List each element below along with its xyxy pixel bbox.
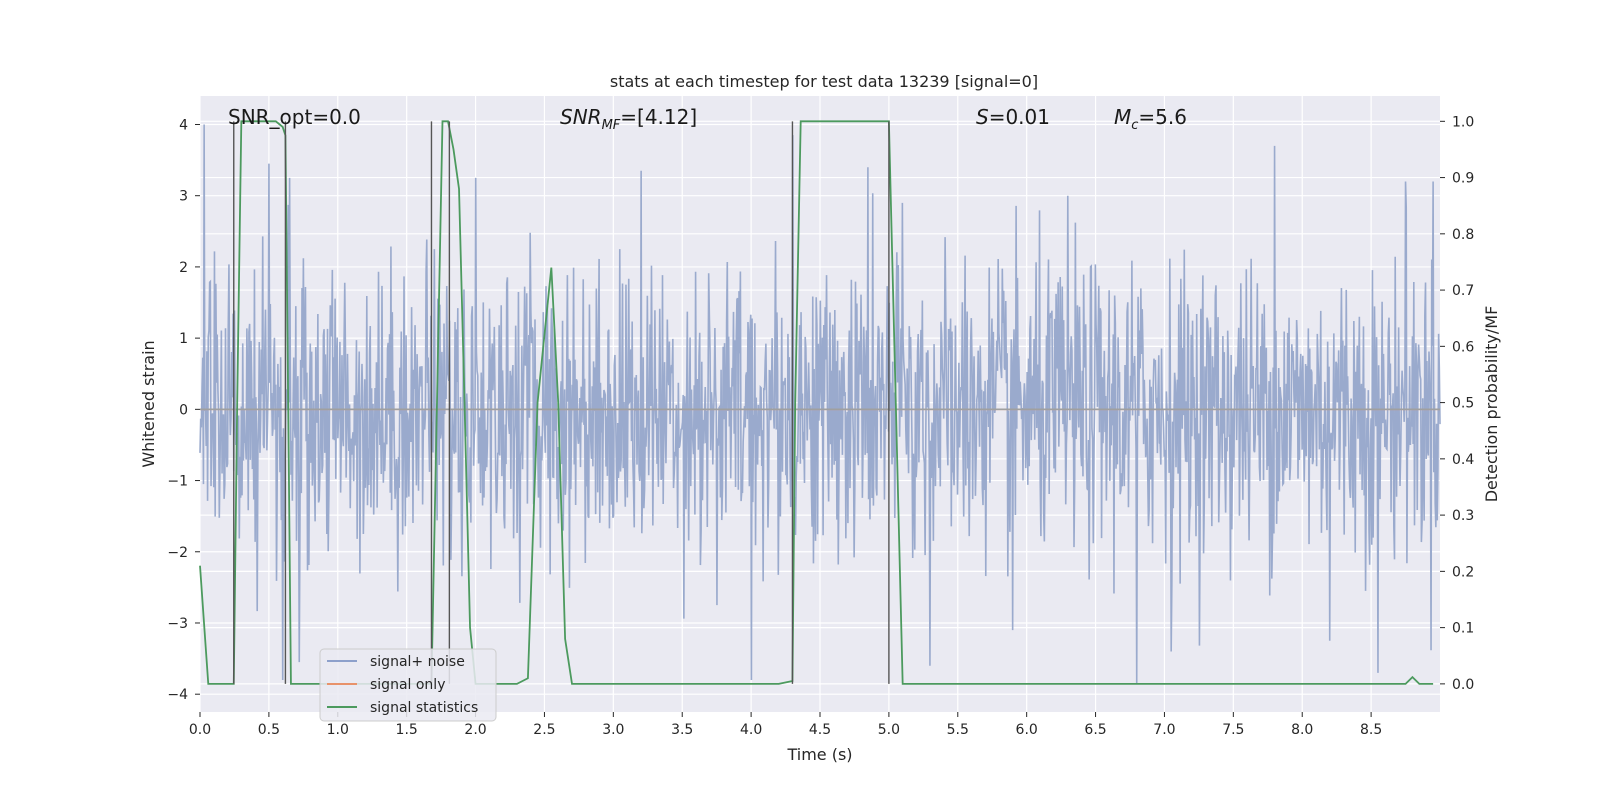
y2-tick-label: 0.3 [1452, 508, 1474, 524]
y2-axis-label: Detection probability/MF [1482, 306, 1501, 503]
y2-tick-label: 0.8 [1452, 227, 1474, 243]
y2-tick-label: 0.4 [1452, 452, 1474, 468]
x-tick-label: 1.0 [327, 722, 349, 738]
legend-label-signal-noise: signal+ noise [370, 654, 465, 670]
y-tick-label: −1 [167, 474, 188, 490]
y-tick-label: 1 [179, 331, 188, 347]
noise-series [199, 124, 1441, 684]
annotation-snr-mf: SNRMF=[4.12] [560, 105, 697, 133]
x-tick-label: 8.0 [1291, 722, 1313, 738]
y-tick-label: −4 [167, 687, 188, 703]
y2-tick-label: 0.0 [1452, 677, 1474, 693]
y2-axis-ticks: 1.0 0.9 0.8 0.7 0.6 0.5 0.4 0.3 0.2 0.1 0.0 [1440, 114, 1474, 693]
annotation-mc: Mc=5.6 [1114, 105, 1187, 133]
y2-tick-label: 0.1 [1452, 621, 1474, 637]
y2-tick-label: 0.2 [1452, 564, 1474, 580]
legend-label-signal-statistics: signal statistics [370, 700, 478, 716]
y-tick-label: 4 [179, 117, 188, 133]
legend: signal+ noise signal only signal statist… [319, 648, 497, 722]
x-tick-label: 4.5 [809, 722, 831, 738]
x-tick-label: 3.5 [671, 722, 693, 738]
signal-statistics-line [199, 120, 1434, 685]
chart-title: stats at each timestep for test data 132… [610, 72, 1038, 91]
y-axis-ticks: 4 3 2 1 0 −1 −2 −3 −4 [167, 117, 200, 703]
x-tick-label: 4.0 [740, 722, 762, 738]
vertical-markers [233, 121, 890, 684]
x-tick-label: 2.0 [464, 722, 486, 738]
y-tick-label: −2 [167, 545, 188, 561]
x-tick-label: 7.0 [1153, 722, 1175, 738]
x-axis-label: Time (s) [786, 745, 852, 764]
x-tick-label: 6.0 [1016, 722, 1038, 738]
x-tick-label: 8.5 [1360, 722, 1382, 738]
x-tick-label: 5.5 [947, 722, 969, 738]
y-tick-label: 2 [179, 260, 188, 276]
y-tick-label: −3 [167, 616, 188, 632]
legend-label-signal-only: signal only [370, 677, 445, 693]
x-axis-ticks: 0.0 0.5 1.0 1.5 2.0 2.5 3.0 3.5 4.0 4.5 5.0 5.5 6.0 6… [189, 712, 1382, 738]
annotation-s: S=0.01 [976, 105, 1050, 129]
x-tick-label: 7.5 [1222, 722, 1244, 738]
y-axis-label: Whitened strain [139, 340, 158, 467]
x-tick-label: 5.0 [878, 722, 900, 738]
x-tick-label: 0.0 [189, 722, 211, 738]
x-tick-label: 0.5 [258, 722, 280, 738]
y-tick-label: 0 [179, 402, 188, 418]
x-tick-label: 3.0 [602, 722, 624, 738]
y2-tick-label: 1.0 [1452, 114, 1474, 130]
annotation-snr-opt: SNR_opt=0.0 [228, 105, 361, 129]
signal-noise-line [199, 124, 1441, 684]
y2-tick-label: 0.7 [1452, 283, 1474, 299]
y2-tick-label: 0.5 [1452, 396, 1474, 412]
x-tick-label: 2.5 [533, 722, 555, 738]
legend-box [319, 648, 497, 722]
y-tick-label: 3 [179, 189, 188, 205]
y2-tick-label: 0.6 [1452, 339, 1474, 355]
x-tick-label: 1.5 [396, 722, 418, 738]
line-series [199, 120, 1440, 685]
y2-tick-label: 0.9 [1452, 171, 1474, 187]
x-tick-label: 6.5 [1084, 722, 1106, 738]
